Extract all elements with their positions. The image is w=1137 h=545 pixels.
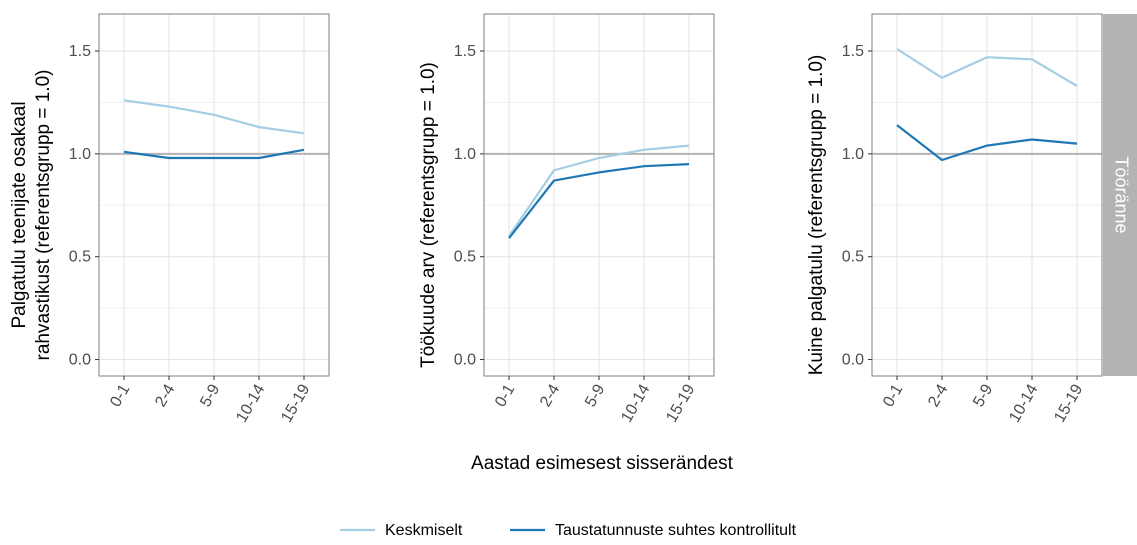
y-axis-title: Kuine palgatulu (referentsgrupp = 1.0) [806,55,827,376]
y-tick-label: 0.0 [454,352,476,369]
y-tick-label: 0.5 [454,249,476,266]
facet-strip [1103,14,1137,376]
x-tick-label: 2-4 [537,381,563,410]
y-tick-label: 0.0 [69,352,91,369]
y-tick-label: 0.5 [842,249,864,266]
y-tick-label: 1.5 [842,43,864,60]
series-line-keskmiselt [123,99,305,135]
y-tick-label: 0.0 [842,352,864,369]
x-tick-label: 0-1 [880,381,906,410]
x-tick-label: 10-14 [618,381,653,425]
x-tick-label: 5-9 [970,381,996,410]
y-tick-label: 1.5 [69,43,91,60]
series-line-kontrollitult [123,148,305,160]
y-axis-title: Töökuude arv (referentsgrupp = 1.0) [418,62,439,368]
y-tick-label: 0.5 [69,249,91,266]
x-tick-label: 15-19 [663,381,698,425]
series-line-kontrollitult [508,163,690,239]
y-axis-title: rahvastikust (referentsgrupp = 1.0) [33,70,54,361]
y-tick-label: 1.5 [454,43,476,60]
facet-strip-label: Tööränne [1111,156,1131,233]
legend-label-kontrollitult: Taustatunnuste suhtes kontrollitult [555,522,797,539]
legend: Keskmiselt Taustatunnuste suhtes kontroll… [340,522,797,539]
series-line-kontrollitult [896,124,1078,162]
y-axis-title: Palgatulu teenijate osakaal [9,101,30,328]
x-tick-label: 5-9 [197,381,223,410]
x-tick-label: 10-14 [1006,381,1041,425]
x-tick-label: 15-19 [1051,381,1086,425]
x-axis-title: Aastad esimesest sisserändest [471,453,734,474]
x-tick-label: 0-1 [492,381,518,410]
x-tick-label: 5-9 [582,381,608,410]
series-line-keskmiselt [508,144,690,237]
panel-2: 0.0 0.5 1.0 1.5 0-1 2-4 5-9 10-14 15-19 Töökuude … [418,13,715,425]
x-tick-label: 2-4 [152,381,178,410]
x-tick-label: 2-4 [925,381,951,410]
panel-1: 0.0 0.5 1.0 1.5 0-1 2-4 5-9 10-14 15-19 Palgatulu… [9,13,330,425]
x-tick-label: 10-14 [233,381,268,425]
series-line-keskmiselt [896,48,1078,87]
panel-3: 0.0 0.5 1.0 1.5 0-1 2-4 5-9 10-14 15-19 Kuine pal… [806,13,1103,425]
legend-label-keskmiselt: Keskmiselt [385,522,463,539]
y-tick-label: 1.0 [69,146,91,163]
y-tick-label: 1.0 [842,146,864,163]
x-tick-label: 0-1 [107,381,133,410]
x-tick-label: 15-19 [278,381,313,425]
y-tick-label: 1.0 [454,146,476,163]
